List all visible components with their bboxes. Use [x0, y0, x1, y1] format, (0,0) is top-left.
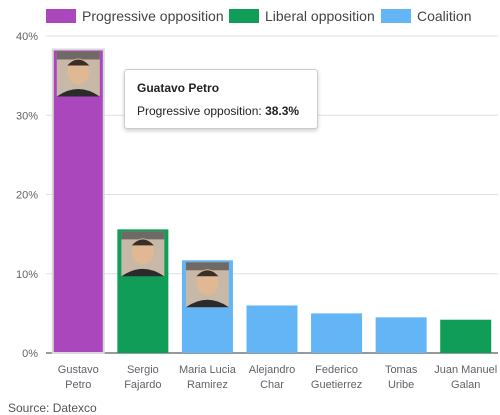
bar — [51, 48, 105, 354]
y-tick-label: 10% — [16, 269, 38, 281]
x-tick-label: Uribe — [388, 379, 414, 391]
x-tick-label: Char — [260, 379, 284, 391]
legend-swatch-progressive — [46, 9, 76, 23]
x-tick-label: Ramirez — [187, 379, 228, 391]
tooltip-label: Progressive opposition: — [137, 104, 262, 118]
tooltip-body: Progressive opposition: 38.3% — [137, 104, 305, 118]
tooltip-value: 38.3% — [265, 104, 300, 118]
bar — [246, 305, 298, 353]
x-tick-label: Guetierrez — [311, 379, 362, 391]
source-note: Source: Datexco — [8, 401, 97, 415]
x-tick-label: Maria Lucia — [179, 364, 237, 376]
legend-item-liberal[interactable]: Liberal opposition — [229, 8, 375, 24]
y-tick-label: 20% — [16, 190, 38, 202]
legend-label-coalition: Coalition — [417, 8, 472, 24]
y-tick-label: 40% — [16, 31, 38, 43]
legend: Progressive opposition Liberal oppositio… — [0, 6, 500, 26]
bar — [311, 313, 363, 353]
photo-background — [56, 51, 100, 60]
photo-shoulders — [185, 299, 229, 308]
photo-background — [185, 262, 229, 271]
legend-swatch-coalition — [381, 9, 411, 23]
legend-label-progressive: Progressive opposition — [82, 8, 224, 24]
bar — [375, 317, 427, 353]
x-tick-label: Petro — [65, 379, 91, 391]
x-tick-label: Gustavo — [58, 364, 99, 376]
photo-hair — [131, 239, 154, 246]
photo-background — [121, 231, 165, 240]
legend-label-liberal: Liberal opposition — [265, 8, 375, 24]
x-tick-label: Juan Manuel — [434, 364, 497, 376]
x-tick-label: Sergio — [127, 364, 159, 376]
legend-item-coalition[interactable]: Coalition — [381, 8, 471, 24]
x-tick-label: Tomas — [385, 364, 418, 376]
tooltip: Guatavo Petro Progressive opposition: 38… — [124, 69, 318, 129]
y-tick-label: 0% — [22, 348, 38, 360]
bar — [440, 319, 492, 353]
legend-item-progressive[interactable]: Progressive opposition — [46, 8, 224, 24]
photo-shoulders — [121, 268, 165, 277]
x-tick-label: Alejandro — [249, 364, 295, 376]
tooltip-title: Guatavo Petro — [137, 81, 220, 95]
photo-shoulders — [56, 88, 100, 97]
photo-hair — [196, 270, 219, 277]
photo-hair — [67, 59, 90, 66]
x-tick-label: Federico — [315, 364, 358, 376]
x-tick-label: Fajardo — [124, 379, 161, 391]
y-tick-label: 30% — [16, 110, 38, 122]
x-tick-label: Galan — [451, 379, 480, 391]
legend-swatch-liberal — [229, 9, 259, 23]
